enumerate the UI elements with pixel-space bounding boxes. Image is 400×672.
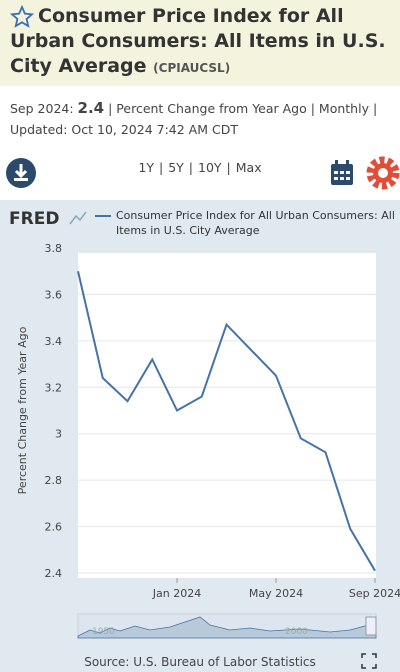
updated-label: Updated:: [10, 122, 68, 137]
logo: FRED: [9, 209, 59, 229]
legend-label: Consumer Price Index for All Urban Consu…: [116, 209, 395, 237]
separator: |: [226, 160, 231, 175]
legend: Consumer Price Index for All Urban Consu…: [116, 208, 396, 238]
y-tick-label: 3.4: [45, 335, 63, 348]
download-icon[interactable]: [5, 157, 37, 189]
header: [0, 0, 400, 86]
y-tick-label: 3.2: [45, 381, 63, 394]
star-icon[interactable]: [10, 5, 34, 29]
navigator-label: 2000: [285, 627, 308, 637]
settings-icon[interactable]: [366, 156, 400, 190]
separator: |: [158, 160, 164, 175]
y-tick-label: 3: [55, 428, 62, 441]
x-tick-label: Jan 2024: [152, 587, 201, 600]
y-tick-label: 2.6: [45, 521, 63, 534]
range-button[interactable]: 5Y: [168, 160, 184, 175]
y-tick-label: 2.4: [45, 567, 63, 580]
navigator-handle[interactable]: [365, 616, 377, 636]
series-id: (CPIAUCSL): [153, 61, 231, 75]
latest-value: 2.4: [77, 99, 105, 117]
x-tick-label: Sep 2024: [349, 587, 400, 600]
title-block: Consumer Price Index for All Urban Consu…: [10, 4, 395, 81]
separator: |: [188, 160, 193, 175]
details: | Percent Change from Year Ago | Monthly…: [108, 101, 378, 116]
updated: Oct 10, 2024 7:42 AM CDT: [71, 122, 238, 137]
y-axis-label: Percent Change from Year Ago: [16, 326, 29, 494]
period: Sep 2024:: [10, 101, 74, 116]
range-button[interactable]: 1Y: [138, 160, 154, 175]
range-buttons: 1Y | 5Y | 10Y | Max: [0, 160, 400, 175]
info: Sep 2024: 2.4 | Percent Change from Year…: [10, 98, 395, 140]
source: Source: U.S. Bureau of Labor Statistics: [0, 655, 400, 669]
navigator-label: 1950: [92, 627, 115, 637]
y-tick-label: 3.6: [45, 288, 63, 301]
range-button[interactable]: Max: [235, 160, 262, 175]
y-tick-label: 3.8: [45, 242, 63, 255]
fullscreen-icon[interactable]: [361, 653, 377, 669]
x-tick-label: May 2024: [249, 587, 303, 600]
data-line: [77, 270, 376, 572]
plot-area: [78, 253, 376, 578]
range-button[interactable]: 10Y: [198, 160, 222, 175]
source-text: Source: U.S. Bureau of Labor Statistics: [84, 655, 316, 669]
calendar-icon[interactable]: [329, 159, 355, 187]
title: Consumer Price Index for All Urban Consu…: [10, 5, 386, 77]
y-tick-label: 2.8: [45, 474, 63, 487]
